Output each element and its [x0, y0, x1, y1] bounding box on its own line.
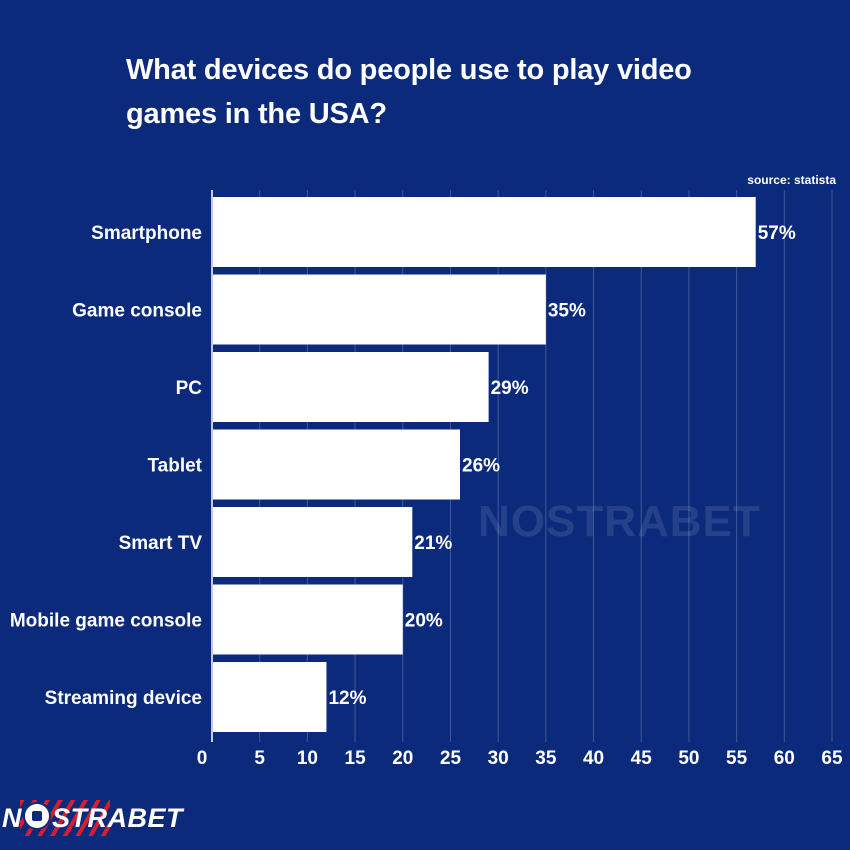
- bar: [213, 584, 403, 655]
- logo-text-end: STRABET: [52, 803, 183, 833]
- bar: [213, 507, 413, 577]
- source-note: source: statista: [747, 173, 836, 187]
- x-tick-label: 40: [583, 748, 604, 769]
- bar: [213, 662, 327, 732]
- bar: [213, 197, 756, 267]
- category-label: PC: [176, 378, 203, 399]
- x-tick-label: 20: [392, 748, 413, 769]
- bar: [213, 352, 489, 422]
- x-tick-label: 45: [631, 748, 653, 769]
- category-label: Streaming device: [45, 688, 202, 709]
- logo-text-start: N: [2, 803, 22, 833]
- x-tick-label: 0: [197, 748, 208, 769]
- category-label: Tablet: [147, 456, 202, 477]
- category-label: Smartphone: [91, 223, 202, 244]
- category-label: Game console: [72, 301, 202, 322]
- value-label: 20%: [405, 611, 443, 632]
- x-tick-label: 50: [678, 748, 699, 769]
- x-tick-label: 25: [440, 748, 462, 769]
- value-label: 57%: [758, 223, 796, 244]
- soccer-ball-icon: [23, 802, 51, 830]
- x-tick-label: 60: [774, 748, 795, 769]
- category-label: Mobile game console: [10, 611, 202, 632]
- watermark-logo: NOSTRABET: [478, 497, 761, 546]
- x-tick-label: 30: [488, 748, 509, 769]
- bar: [213, 274, 546, 345]
- x-tick-label: 15: [345, 748, 367, 769]
- value-label: 12%: [328, 688, 366, 709]
- value-label: 35%: [548, 301, 586, 322]
- value-label: 21%: [414, 533, 452, 554]
- x-tick-label: 65: [821, 748, 843, 769]
- x-tick-label: 5: [254, 748, 265, 769]
- value-label: 29%: [491, 378, 529, 399]
- x-tick-label: 55: [726, 748, 748, 769]
- category-label: Smart TV: [119, 533, 203, 554]
- x-tick-label: 10: [297, 748, 318, 769]
- logo-text: N STRABET: [2, 802, 183, 834]
- bar: [213, 429, 460, 500]
- chart-title: What devices do people use to play video…: [126, 54, 692, 130]
- value-label: 26%: [462, 456, 500, 477]
- brand-logo: N STRABET: [2, 796, 183, 840]
- x-tick-label: 35: [535, 748, 557, 769]
